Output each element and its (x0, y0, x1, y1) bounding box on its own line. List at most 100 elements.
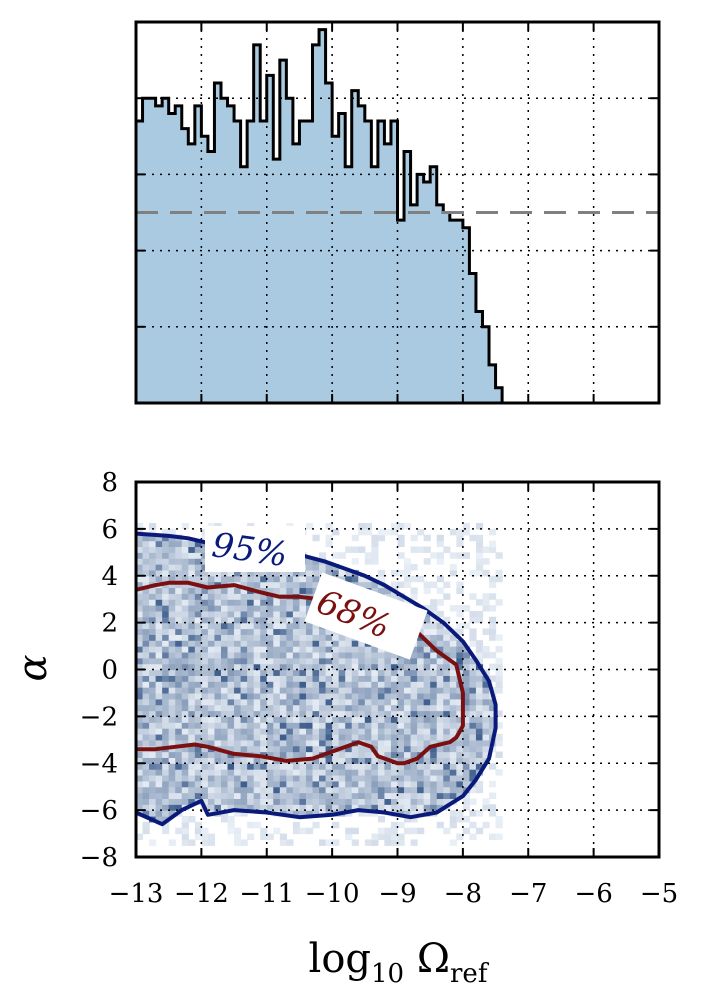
heatmap-cell (240, 669, 248, 676)
heatmap-cell (358, 722, 366, 729)
heatmap-cell (247, 605, 255, 612)
heatmap-cell (292, 657, 301, 665)
heatmap-cell (201, 769, 209, 776)
heatmap-cell (214, 769, 222, 776)
heatmap-cell (358, 698, 366, 706)
heatmap-cell (417, 827, 425, 835)
heatmap-cell (449, 792, 457, 800)
heatmap-cell (469, 769, 477, 776)
heatmap-cell (162, 786, 170, 794)
heatmap-cell (181, 692, 189, 700)
heatmap-cell (181, 722, 189, 729)
heatmap-cell (168, 804, 176, 811)
heatmap-cell (299, 739, 307, 747)
heatmap-cell (397, 698, 405, 706)
heatmap-cell (423, 739, 431, 747)
heatmap-cell (220, 657, 229, 665)
heatmap-cell (194, 704, 202, 712)
heatmap-cell (371, 687, 379, 694)
heatmap-cell (273, 640, 281, 647)
heatmap-cell (449, 634, 457, 641)
heatmap-cell (475, 540, 484, 548)
heatmap-cell (364, 558, 372, 565)
heatmap-cell (266, 634, 274, 641)
heatmap-cell (260, 581, 268, 589)
heatmap-cell (319, 757, 327, 764)
heatmap-cell (266, 745, 274, 753)
heatmap-cell (253, 763, 261, 770)
heatmap-cell (404, 722, 412, 729)
heatmap-cell (345, 728, 353, 735)
heatmap-cell (260, 710, 268, 717)
heatmap-cell (377, 534, 386, 542)
heatmap-cell (489, 528, 497, 536)
heatmap-cell (475, 569, 484, 577)
heatmap-cell (345, 774, 353, 782)
heatmap-cell (207, 774, 216, 782)
heatmap-cell (489, 628, 497, 635)
heatmap-cell (489, 622, 497, 630)
heatmap-cell (279, 663, 287, 671)
heatmap-cell (332, 716, 340, 723)
heatmap-cell (404, 681, 412, 688)
heatmap-cell (397, 757, 405, 764)
heatmap-cell (319, 646, 327, 653)
heatmap-cell (417, 804, 425, 811)
heatmap-cell (456, 722, 464, 729)
heatmap-cell (162, 739, 170, 747)
heatmap-cell (175, 774, 183, 782)
heatmap-cell (443, 581, 451, 589)
heatmap-cell (175, 763, 183, 770)
heatmap-cell (181, 587, 189, 594)
heatmap-cell (305, 622, 314, 630)
heatmap-cell (234, 745, 242, 753)
heatmap-cell (345, 745, 353, 753)
heatmap-cell (462, 763, 471, 770)
heatmap-cell (142, 552, 150, 559)
heatmap-cell (234, 587, 242, 594)
heatmap-cell (423, 804, 431, 811)
heatmap-cell (247, 575, 255, 583)
heatmap-cell (325, 651, 333, 659)
heatmap-cell (286, 581, 294, 589)
heatmap-cell (338, 739, 346, 747)
heatmap-cell (149, 528, 157, 536)
heatmap-cell (312, 628, 320, 635)
heatmap-cell (305, 827, 314, 835)
heatmap-cell (305, 763, 314, 770)
heatmap-cell (410, 534, 418, 542)
heatmap-cell (338, 780, 346, 788)
heatmap-cell (201, 698, 209, 706)
heatmap-cell (201, 751, 209, 758)
y-tick-label: −8 (80, 843, 118, 873)
heatmap-cell (253, 780, 261, 788)
heatmap-cell (299, 569, 307, 577)
heatmap-cell (149, 681, 157, 688)
heatmap-cell (338, 640, 346, 647)
heatmap-cell (312, 733, 320, 741)
heatmap-cell (489, 722, 497, 729)
heatmap-cell (371, 716, 379, 723)
heatmap-cell (149, 599, 157, 606)
heatmap-cell (273, 827, 281, 835)
heatmap-cell (253, 646, 261, 653)
heatmap-cell (292, 728, 301, 735)
heatmap-cell (299, 640, 307, 647)
heatmap-cell (227, 815, 235, 823)
heatmap-cell (234, 710, 242, 717)
heatmap-cell (136, 739, 144, 747)
heatmap-cell (430, 733, 438, 741)
heatmap-cell (286, 745, 294, 753)
heatmap-cell (305, 810, 314, 817)
heatmap-cell (456, 605, 464, 612)
heatmap-cell (155, 616, 163, 624)
heatmap-cell (234, 640, 242, 647)
heatmap-cell (371, 663, 379, 671)
heatmap-cell (175, 722, 183, 729)
heatmap-cell (188, 716, 196, 723)
heatmap-cell (332, 651, 340, 659)
heatmap-cell (338, 651, 346, 659)
heatmap-cell (240, 698, 248, 706)
x-tick-label: −7 (509, 879, 547, 909)
heatmap-cell (449, 663, 457, 671)
